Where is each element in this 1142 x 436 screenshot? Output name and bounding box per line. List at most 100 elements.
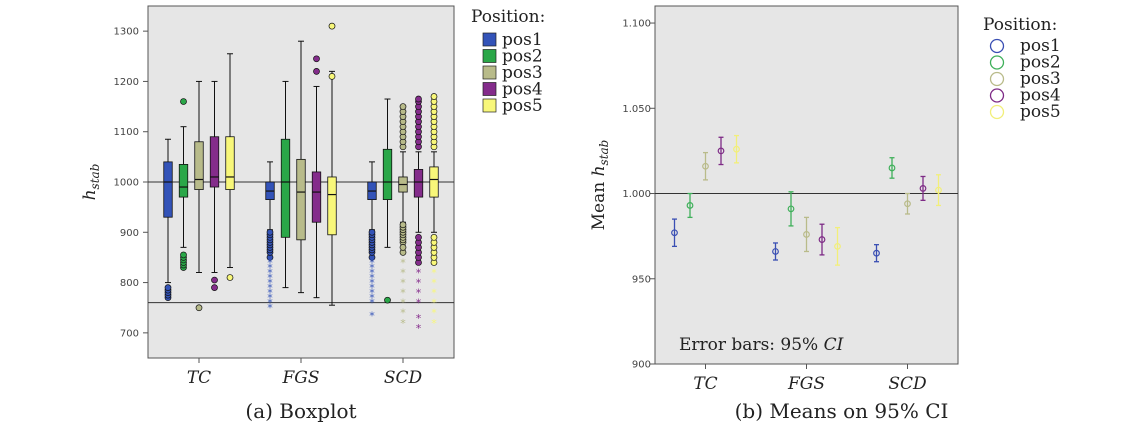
box-pos5-FGS [327, 22, 337, 306]
box-pos2-TC [178, 98, 189, 271]
boxplot-x-tick-label: FGS [281, 368, 319, 388]
box-outlier-point [313, 55, 320, 63]
boxplot-legend-label: pos5 [502, 96, 543, 116]
box-pos1-SCD: ********** [367, 161, 377, 322]
errorbar-y-tick-label: 1.000 [622, 189, 651, 200]
boxplot-x-tick-label: SCD [384, 368, 423, 388]
box-extreme-point: * [267, 297, 273, 310]
box-extreme-point: * [369, 256, 375, 269]
box-pos4-FGS [311, 55, 322, 299]
boxplot-y-tick-label: 1300 [114, 27, 139, 38]
box-extreme-point: * [400, 277, 406, 290]
errorbar-legend-label: pos3 [1020, 69, 1061, 89]
box-extreme-point: * [267, 302, 273, 315]
box-iqr [311, 171, 322, 223]
box-extreme-point: * [400, 256, 406, 269]
errorbar-legend-marker [989, 38, 1005, 54]
box-extreme-point: * [431, 317, 437, 330]
boxplot-x-tick-label: TC [187, 368, 211, 388]
box-outlier-point [313, 68, 320, 75]
errorbar-pos4-TC [717, 136, 725, 166]
boxplot-legend-swatch [482, 32, 497, 47]
box-outlier-point [211, 284, 218, 291]
boxplot-y-tick-label: 700 [120, 328, 139, 339]
errorbar-mean-point [686, 202, 694, 209]
errorbar-legend-label: pos2 [1020, 53, 1061, 73]
errorbar-mean-point [803, 231, 810, 238]
errorbar-mean-point [717, 147, 725, 155]
errorbar-legend-marker [989, 55, 1005, 70]
box-pos4-TC [209, 80, 220, 291]
boxplot-legend-title: Position: [471, 7, 545, 27]
box-pos3-SCD: ******* [398, 103, 408, 330]
box-iqr [178, 163, 189, 198]
boxplot-y-tick-label: 1100 [114, 127, 139, 138]
box-outlier-point [415, 95, 422, 103]
errorbar-x-tick-label: FGS [787, 374, 825, 394]
errorbar-mean-point [787, 205, 795, 213]
box-outlier-point [415, 233, 422, 241]
errorbar-pos3-FGS [803, 216, 810, 253]
boxplot-legend-label: pos1 [502, 30, 543, 50]
errorbar-mean-point [671, 229, 678, 237]
box-outlier-point [328, 73, 336, 80]
box-outlier-point [328, 22, 336, 30]
box-extreme-point: * [267, 267, 273, 280]
box-extreme-point: * [400, 287, 406, 300]
box-extreme-point: * [267, 256, 273, 269]
box-outlier-point [180, 98, 187, 105]
box-pos5-TC [225, 53, 235, 281]
box-iqr [382, 148, 393, 200]
errorbar-y-tick-label: 950 [632, 274, 651, 285]
box-outlier-point [211, 276, 218, 284]
errorbar-pos1-TC [671, 218, 678, 248]
box-extreme-point: * [431, 267, 437, 280]
box-extreme-point: * [267, 292, 273, 305]
box-outlier-point [399, 103, 407, 110]
box-iqr [194, 141, 204, 190]
errorbar-pos5-SCD [935, 174, 942, 207]
errorbar-pos2-FGS [787, 191, 795, 227]
box-outlier-point [399, 244, 407, 251]
boxplot-legend-swatch [482, 49, 497, 63]
box-extreme-point: * [369, 309, 375, 322]
boxplot-y-tick-label: 1000 [114, 178, 139, 189]
box-iqr [209, 136, 220, 188]
errorbar-legend-marker [989, 104, 1005, 120]
errorbar-mean-point [904, 200, 911, 208]
box-extreme-point: * [400, 297, 406, 310]
box-pos5-SCD: ****** [429, 93, 439, 330]
box-iqr [225, 136, 235, 190]
box-outlier-point [368, 228, 376, 236]
box-outlier-point [430, 233, 438, 241]
box-iqr [429, 166, 439, 198]
errorbar-pos1-FGS [772, 242, 779, 261]
box-iqr [413, 169, 424, 198]
errorbar-y-axis-label: Mean hstab [589, 140, 611, 231]
errorbar-mean-point [772, 248, 779, 255]
box-extreme-point: * [416, 312, 422, 325]
box-outlier-point [164, 284, 172, 291]
errorbar-legend-label: pos1 [1020, 36, 1061, 56]
box-pos4-SCD: ****** [413, 95, 424, 335]
errorbar-mean-point [818, 236, 826, 243]
boxplot-legend-label: pos2 [502, 47, 543, 67]
errorbar-pos5-FGS [834, 226, 841, 266]
box-extreme-point: * [416, 322, 422, 335]
boxplot-y-tick-label: 800 [120, 278, 139, 289]
box-extreme-point: * [369, 267, 375, 280]
errorbar-mean-point [834, 242, 841, 250]
box-extreme-point: * [416, 277, 422, 290]
box-outlier-point [226, 274, 234, 281]
errorbar-x-tick-label: SCD [888, 374, 927, 394]
box-extreme-point: * [267, 277, 273, 290]
box-pos3-FGS [296, 40, 306, 294]
errorbar-y-tick-label: 900 [632, 360, 651, 371]
boxplot-caption: (a) Boxplot [245, 399, 356, 423]
errorbar-legend-marker [989, 71, 1005, 87]
box-pos1-FGS: ********** [265, 161, 275, 315]
box-iqr [163, 161, 173, 218]
